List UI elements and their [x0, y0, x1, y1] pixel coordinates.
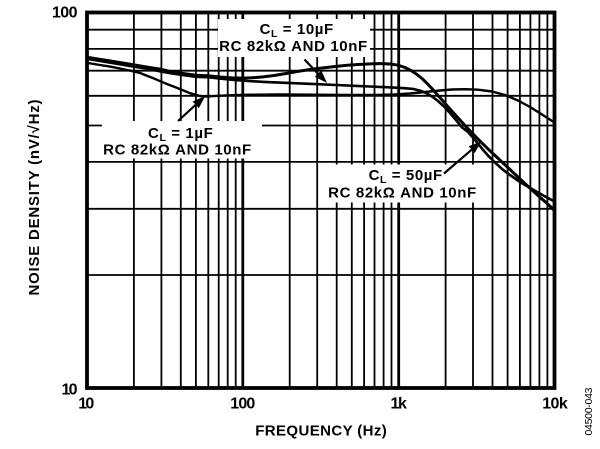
svg-text:10: 10 [78, 396, 94, 413]
svg-text:RC 82kΩ AND 10nF: RC 82kΩ AND 10nF [219, 38, 368, 55]
svg-text:CL = 50µF: CL = 50µF [369, 167, 443, 186]
svg-text:FREQUENCY (Hz): FREQUENCY (Hz) [255, 423, 387, 440]
svg-text:RC 82kΩ AND 10nF: RC 82kΩ AND 10nF [103, 142, 252, 159]
svg-text:100: 100 [52, 5, 78, 22]
svg-text:10k: 10k [542, 396, 568, 413]
svg-text:NOISE DENSITY (nV/√Hz): NOISE DENSITY (nV/√Hz) [26, 100, 43, 296]
svg-text:04500-043: 04500-043 [583, 387, 595, 435]
svg-text:1k: 1k [390, 396, 407, 413]
svg-text:RC 82kΩ AND 10nF: RC 82kΩ AND 10nF [328, 185, 477, 202]
svg-text:100: 100 [230, 396, 255, 413]
svg-text:CL = 10µF: CL = 10µF [260, 21, 334, 40]
svg-text:10: 10 [62, 381, 78, 398]
